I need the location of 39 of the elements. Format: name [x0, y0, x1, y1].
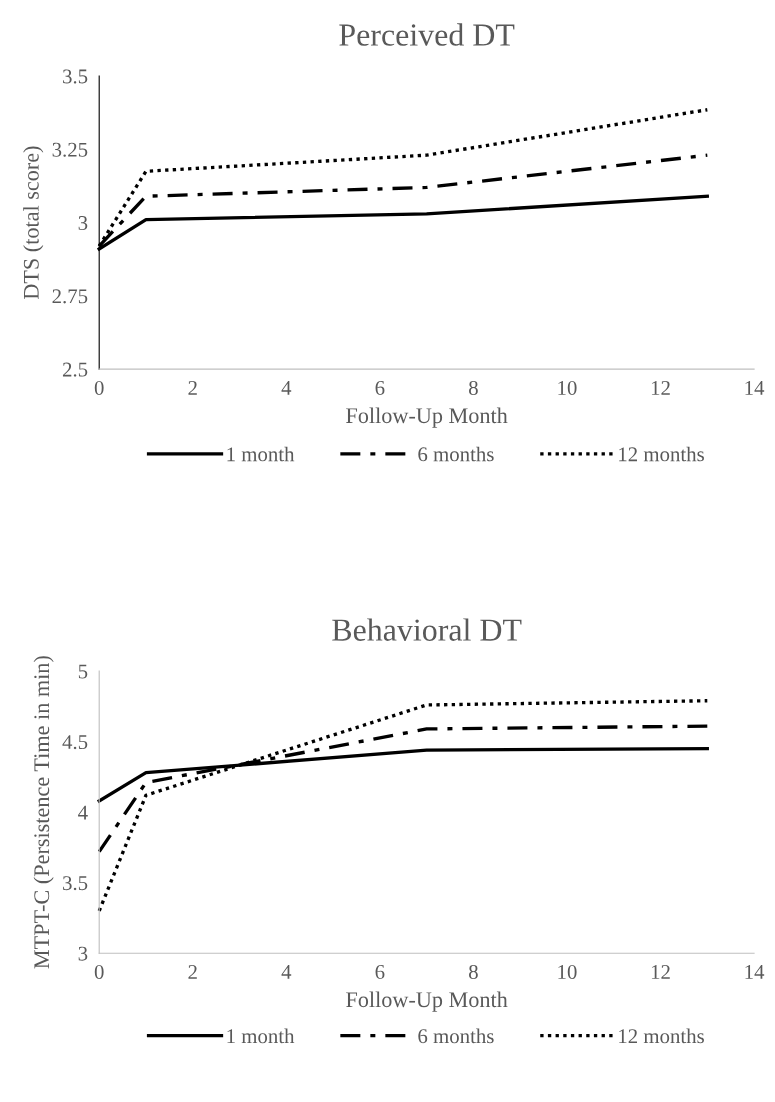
- x-tick-label: 12: [651, 380, 670, 395]
- legend-label: 1 month: [227, 1028, 295, 1044]
- legend-label: 12 months: [619, 446, 704, 462]
- y-tick-label: 3: [78, 216, 88, 231]
- x-tick-label: 10: [558, 964, 577, 979]
- x-tick-label: 2: [188, 965, 197, 979]
- y-tick-label: 3.5: [63, 876, 88, 891]
- y-tick-label: 3: [78, 946, 88, 961]
- x-tick-label: 8: [469, 380, 478, 395]
- x-tick-label: 14: [745, 380, 765, 395]
- y-tick-label: 4: [78, 805, 88, 820]
- y-tick-label: 5: [78, 664, 88, 679]
- x-tick-label: 0: [94, 964, 104, 979]
- x-tick-label: 6: [375, 380, 385, 395]
- y-tick-label: 4.5: [62, 735, 88, 750]
- y-tick-label: 2.5: [62, 362, 88, 377]
- x-axis-title: Follow-Up Month: [346, 991, 508, 1012]
- y-tick-label: 3.25: [52, 142, 88, 157]
- x-tick-label: 14: [745, 965, 765, 979]
- legend-label: 12 months: [619, 1028, 704, 1044]
- y-tick-label: 2.75: [52, 289, 88, 304]
- y-tick-label: 3.5: [63, 69, 88, 84]
- line-series: [97, 699, 709, 913]
- x-tick-label: 6: [375, 965, 385, 979]
- y-axis-title: DTS (total score): [23, 146, 44, 300]
- x-tick-label: 12: [651, 965, 670, 979]
- x-tick-label: 4: [281, 965, 292, 979]
- x-tick-label: 2: [188, 380, 197, 395]
- x-tick-label: 10: [558, 380, 577, 395]
- y-axis-title: MTPT-C (Persistence Time in min): [33, 656, 54, 969]
- x-tick-label: 4: [281, 381, 292, 395]
- chart-title: Perceived DT: [339, 23, 515, 46]
- chart-title: Behavioral DT: [332, 618, 522, 641]
- x-tick-label: 0: [94, 380, 104, 395]
- x-tick-label: 8: [469, 964, 478, 979]
- legend-label: 6 months: [418, 446, 494, 462]
- legend-label: 1 month: [227, 446, 295, 462]
- legend-label: 6 months: [418, 1028, 494, 1044]
- x-axis-title: Follow-Up Month: [346, 407, 508, 428]
